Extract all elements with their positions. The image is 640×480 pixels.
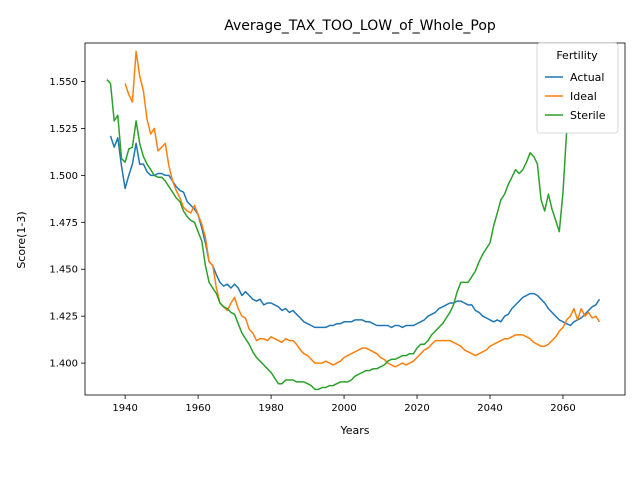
plot-frame (84, 42, 626, 396)
x-axis-label: Years (339, 424, 369, 437)
series-line-sterile (106, 79, 568, 391)
x-tick-label: 2060 (550, 403, 575, 414)
y-tick-label: 1.400 (49, 359, 78, 370)
legend-entry-sterile: Sterile (570, 109, 606, 122)
y-tick-label: 1.550 (49, 77, 78, 88)
series-line-actual (109, 135, 601, 329)
series-line-ideal (124, 50, 601, 368)
legend-entry-actual: Actual (570, 71, 604, 84)
series-layer (106, 50, 601, 391)
legend-title: Fertility (556, 49, 598, 62)
x-tick-label: 2040 (477, 403, 502, 414)
chart-title: Average_TAX_TOO_LOW_of_Whole_Pop (224, 18, 496, 34)
x-axis: 1940 1960 1980 2000 2020 2040 2060 (112, 395, 576, 414)
y-tick-label: 1.525 (49, 124, 78, 135)
x-tick-label: 2020 (404, 403, 429, 414)
legend: Fertility Actual Ideal Sterile (536, 42, 619, 134)
x-tick-label: 1980 (258, 403, 283, 414)
y-tick-label: 1.450 (49, 265, 78, 276)
legend-box (536, 42, 619, 134)
y-tick-label: 1.500 (49, 171, 78, 182)
x-tick-label: 1940 (112, 403, 137, 414)
x-tick-label: 2000 (331, 403, 356, 414)
y-tick-label: 1.475 (49, 218, 78, 229)
legend-entry-ideal: Ideal (570, 90, 597, 103)
y-axis: 1.400 1.425 1.450 1.475 1.500 1.525 1.550 (49, 77, 85, 370)
y-axis-label: Score(1-3) (15, 211, 28, 268)
y-tick-label: 1.425 (49, 312, 78, 323)
x-tick-label: 1960 (185, 403, 210, 414)
